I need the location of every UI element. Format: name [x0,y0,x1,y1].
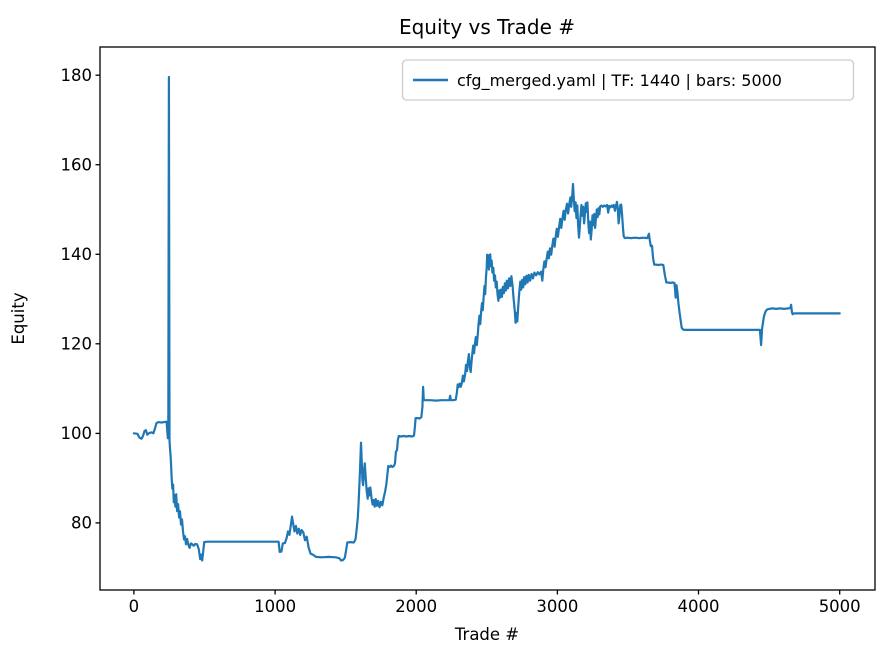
legend-box [401,59,855,101]
y-tick-label: 120 [61,334,93,353]
y-tick-label: 80 [71,514,92,533]
y-axis-label: Equity [9,292,28,344]
y-tick-label: 140 [61,245,93,264]
y-tick-marks [95,74,100,524]
x-tick-label: 4000 [678,597,720,616]
y-tick-label: 160 [61,155,93,174]
legend-label: cfg_merged.yaml | TF: 1440 | bars: 5000 [457,71,782,91]
x-tick-label: 0 [129,597,140,616]
legend: cfg_merged.yaml | TF: 1440 | bars: 5000 [401,59,855,101]
y-tick-label: 180 [61,66,93,85]
axes-spines [99,46,876,591]
x-tick-label: 3000 [536,597,578,616]
x-tick-label: 5000 [819,597,861,616]
chart-title: Equity vs Trade # [399,15,575,39]
x-tick-marks [133,590,841,595]
x-tick-label: 1000 [254,597,296,616]
equity-line [132,75,841,562]
y-tick-label: 100 [61,424,93,443]
plot-area [100,47,875,590]
x-tick-label: 2000 [395,597,437,616]
x-axis-label: Trade # [454,625,519,644]
